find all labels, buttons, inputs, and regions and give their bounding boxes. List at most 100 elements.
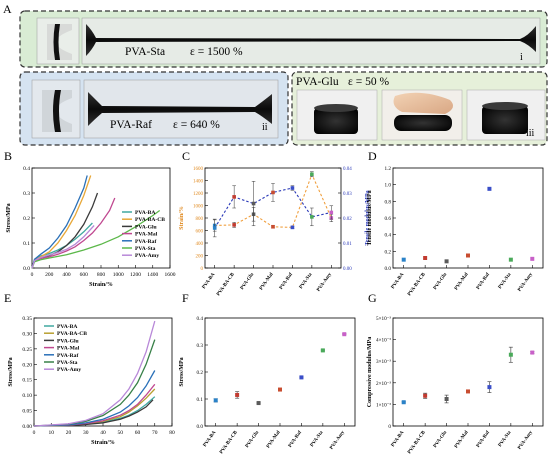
panel-letter-c: C bbox=[182, 149, 190, 163]
chart-d-category-label: PVA-Sta bbox=[498, 272, 513, 290]
chart-g-frame bbox=[392, 317, 544, 427]
chart-c-category-label: PVA-Amy bbox=[316, 272, 333, 293]
chart-g-category-label: PVA-BA-CB bbox=[407, 430, 427, 454]
chart-b-series-line bbox=[31, 222, 93, 269]
chart-d-point bbox=[444, 259, 449, 264]
chart-f-category-label: PVA-Sta bbox=[310, 430, 325, 448]
chart-c-category-label: PVA-Mal bbox=[259, 272, 275, 292]
panel-letter-b: B bbox=[4, 149, 12, 163]
chart-e-xtick-label: 0 bbox=[33, 430, 36, 436]
chart-b-xtick-label: 200 bbox=[45, 272, 54, 278]
chart-e-xtick-label: 10 bbox=[49, 430, 55, 436]
chart-d-ytick-label: 0.2 bbox=[385, 249, 392, 255]
chart-e-xtick-label: 40 bbox=[100, 430, 106, 436]
chart-c-point bbox=[310, 172, 314, 177]
chart-d-category-label: PVA-Amy bbox=[517, 272, 534, 293]
chart-b-legend-label: PVA-BA-CB bbox=[135, 217, 165, 223]
chart-f-point bbox=[299, 375, 304, 380]
photo-i-roman: i bbox=[520, 52, 523, 63]
chart-c-category-label: PVA-Sta bbox=[299, 272, 314, 290]
chart-c-ytick-label: 0.03 bbox=[343, 192, 352, 197]
photo-iii-label: PVA-Glu bbox=[296, 76, 339, 88]
chart-b-xtick-label: 0 bbox=[31, 272, 34, 278]
chart-b-legend-label: PVA-Sta bbox=[135, 246, 156, 252]
panel-letter-f: F bbox=[182, 291, 189, 305]
chart-c-ytick-label: 200 bbox=[196, 255, 204, 260]
chart-g-point bbox=[423, 393, 428, 398]
chart-g-point bbox=[530, 350, 535, 355]
chart-b-ytick-label: 0.2 bbox=[23, 216, 30, 222]
chart-f-point bbox=[342, 332, 347, 337]
chart-d-ytick-label: 0.6 bbox=[385, 216, 392, 222]
chart-g-point bbox=[466, 389, 470, 394]
chart-b-legend-label: PVA-Amy bbox=[135, 253, 159, 259]
chart-e-legend-label: PVA-BA-CB bbox=[57, 331, 87, 337]
chart-c-frame bbox=[204, 167, 342, 269]
chart-c-ytick-label: 600 bbox=[196, 230, 204, 235]
photo-iii-roman: iii bbox=[526, 128, 535, 139]
chart-g-category-label: PVA-Amy bbox=[517, 430, 534, 451]
chart-b-ytick-label: 0.3 bbox=[23, 191, 30, 197]
chart-e: 0.00 0.05 0.10 0.15 0.20 0.25 0.30 0.35 0 10 20 30 4… bbox=[8, 316, 175, 446]
chart-f-ytick-label: 0.1 bbox=[197, 397, 204, 403]
chart-d: 0.0 0.2 0.4 0.6 0.8 1.0 1.2 PVA-BA PVA-BA-CB PVA-… bbox=[367, 166, 544, 297]
chart-d-ytick-label: 0.8 bbox=[385, 199, 392, 205]
chart-g-ytick-label: 4×10⁻³ bbox=[376, 338, 391, 344]
chart-b-xtick-label: 1200 bbox=[130, 272, 141, 278]
chart-d-ytick-label: 0.4 bbox=[385, 233, 392, 239]
chart-d-ytick-label: 0.0 bbox=[385, 266, 392, 272]
chart-e-xlabel: Strain/% bbox=[91, 440, 115, 446]
chart-e-series-line bbox=[33, 320, 156, 427]
chart-d-point bbox=[401, 257, 406, 262]
chart-e-ytick-label: 0.05 bbox=[22, 409, 32, 415]
chart-g-ytick-label: 5×10⁻³ bbox=[376, 316, 391, 322]
chart-f-category-label: PVA-Glu bbox=[245, 430, 260, 449]
chart-d-category-label: PVA-Raf bbox=[476, 272, 491, 291]
chart-e-xtick-label: 50 bbox=[118, 430, 124, 436]
chart-c-point bbox=[290, 186, 295, 190]
chart-b-series-line bbox=[31, 197, 116, 269]
chart-f-category-label: PVA-Amy bbox=[329, 430, 346, 451]
chart-b-xtick-label: 1000 bbox=[113, 272, 124, 278]
chart-c-ytick-label: 0.00 bbox=[343, 267, 352, 272]
chart-c-point bbox=[271, 190, 275, 195]
chart-e-ylabel: Stress/MPa bbox=[8, 357, 14, 386]
chart-e-series-line bbox=[33, 383, 156, 427]
chart-e-xtick-label: 30 bbox=[83, 430, 89, 436]
chart-f-ytick-label: 0.4 bbox=[197, 316, 204, 322]
chart-c-point bbox=[290, 225, 295, 230]
chart-f-category-label: PVA-BA bbox=[203, 430, 218, 448]
chart-c-ytick-label: 400 bbox=[196, 242, 204, 247]
photo-ii: PVA-Raf ε = 640 % ii bbox=[19, 71, 289, 146]
chart-b-xtick-label: 400 bbox=[62, 272, 71, 278]
chart-c-point bbox=[251, 201, 256, 206]
chart-d-ytick-label: 1.0 bbox=[385, 183, 392, 189]
panel-a: A PVA-Sta ε = 1500 % i PVA-Raf ε = 640 %… bbox=[3, 2, 548, 146]
chart-f-category-label: PVA-BA-CB bbox=[219, 430, 239, 454]
chart-e-ytick-label: 0.00 bbox=[22, 424, 32, 430]
chart-g-point bbox=[444, 397, 449, 401]
chart-e-ytick-label: 0.10 bbox=[22, 393, 32, 399]
chart-d-point bbox=[466, 253, 470, 258]
chart-c-ytick-label: 1000 bbox=[193, 205, 204, 210]
chart-b-series-line bbox=[31, 225, 95, 269]
chart-c-point bbox=[310, 215, 314, 219]
chart-c-ytick-label: 1200 bbox=[193, 192, 204, 197]
chart-e-xtick-label: 60 bbox=[135, 430, 141, 436]
chart-c-y2label: Tensile modulus/MPa bbox=[365, 190, 371, 245]
chart-c-point bbox=[329, 210, 334, 215]
chart-c: 0 200 400 600 800 1000 1200 1400 1600 0.00 0.01 0.0… bbox=[179, 167, 371, 297]
chart-e-ytick-label: 0.30 bbox=[22, 331, 32, 337]
panel-letter-a: A bbox=[3, 2, 12, 16]
chart-c-ytick-label: 0.01 bbox=[343, 242, 352, 247]
chart-c-point bbox=[232, 195, 236, 199]
chart-b-series-line bbox=[31, 175, 88, 269]
chart-f-point bbox=[320, 348, 325, 353]
chart-c-ytick-label: 1600 bbox=[193, 167, 204, 172]
photo-i-strain: ε = 1500 % bbox=[190, 46, 243, 58]
chart-b: 0.0 0.1 0.2 0.3 0.4 0 200 400 600 800 1000 1200 1400… bbox=[6, 166, 176, 288]
chart-d-ytick-label: 1.2 bbox=[385, 166, 392, 172]
chart-g-category-label: PVA-Sta bbox=[498, 430, 513, 448]
